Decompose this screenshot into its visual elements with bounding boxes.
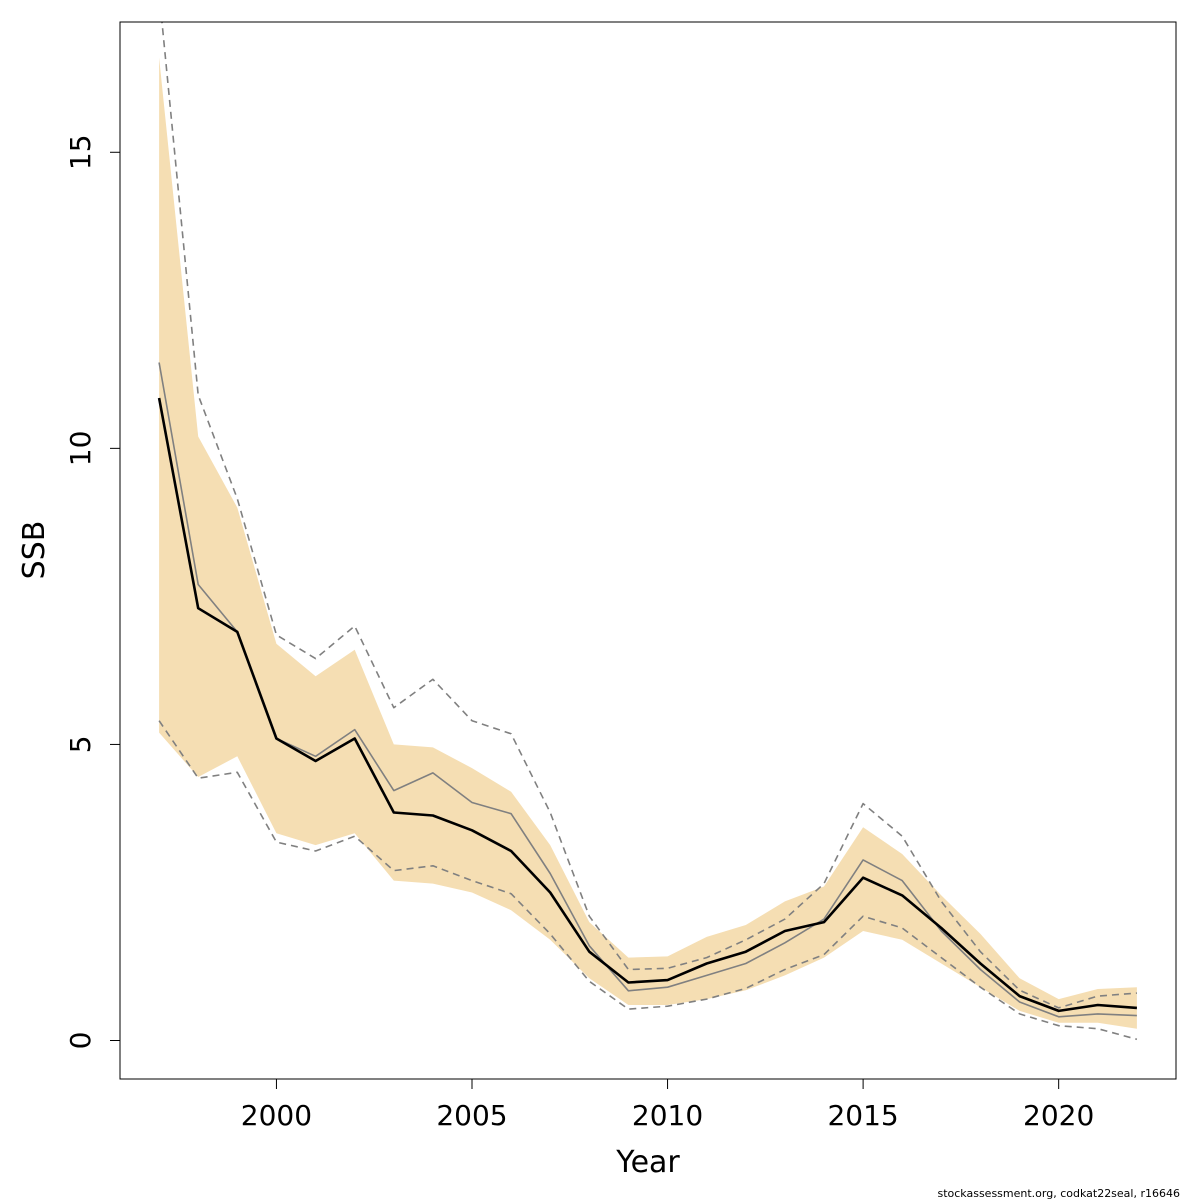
x-tick-label-2020: 2020	[1023, 1099, 1094, 1132]
x-tick-label-2005: 2005	[436, 1099, 507, 1132]
x-tick-label-2015: 2015	[827, 1099, 898, 1132]
y-axis: 0 5 10 15	[64, 134, 120, 1049]
x-axis: 2000 2005 2010 2015 2020	[241, 1079, 1094, 1132]
x-axis-title: Year	[615, 1145, 680, 1180]
y-axis-title: SSB	[17, 521, 52, 580]
series-line-3	[161, 22, 1137, 1009]
x-tick-label-2010: 2010	[632, 1099, 703, 1132]
y-tick-label-10: 10	[64, 431, 97, 467]
plot-area	[157, 22, 1138, 1041]
series-line-2	[158, 362, 1137, 1018]
series-line-1	[157, 397, 1137, 1013]
plot-frame	[119, 21, 1177, 1080]
x-tick-label-2000: 2000	[241, 1099, 312, 1132]
y-tick-label-5: 5	[64, 735, 97, 753]
credit-text: stockassessment.org, codkat22seal, r1664…	[937, 1187, 1180, 1200]
series-line-4	[158, 720, 1138, 1041]
y-tick-label-0: 0	[64, 1032, 97, 1050]
y-tick-label-15: 15	[64, 134, 97, 170]
